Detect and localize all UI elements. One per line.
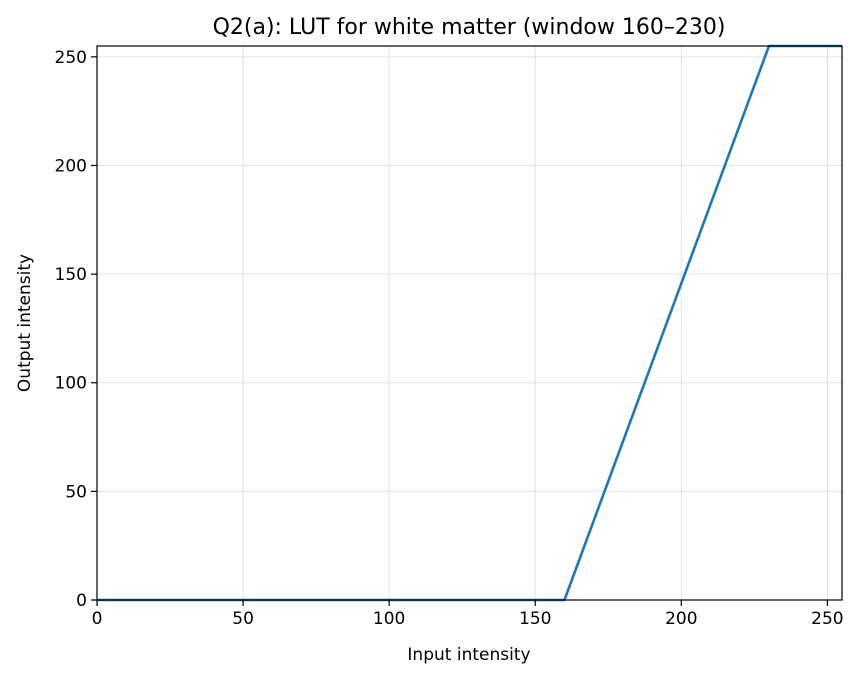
x-tick-label: 50 <box>232 609 254 629</box>
x-tick-label: 150 <box>519 609 551 629</box>
y-tick-label: 200 <box>55 156 87 176</box>
x-axis-ticks: 0 50 100 150 200 250 <box>92 600 844 629</box>
chart-title: Q2(a): LUT for white matter (window 160–… <box>213 15 726 40</box>
y-tick-label: 250 <box>55 48 87 68</box>
x-tick-label: 0 <box>92 609 103 629</box>
y-tick-label: 50 <box>65 482 87 502</box>
x-tick-label: 250 <box>811 609 843 629</box>
y-axis-label: Output intensity <box>15 254 35 392</box>
x-axis-label: Input intensity <box>407 645 530 665</box>
y-tick-label: 0 <box>76 591 87 611</box>
y-tick-label: 100 <box>55 374 87 394</box>
x-tick-label: 100 <box>373 609 405 629</box>
y-tick-label: 150 <box>55 265 87 285</box>
y-axis-ticks: 0 50 100 150 200 250 <box>55 48 97 611</box>
x-tick-label: 200 <box>665 609 697 629</box>
plot-frame <box>96 45 843 601</box>
